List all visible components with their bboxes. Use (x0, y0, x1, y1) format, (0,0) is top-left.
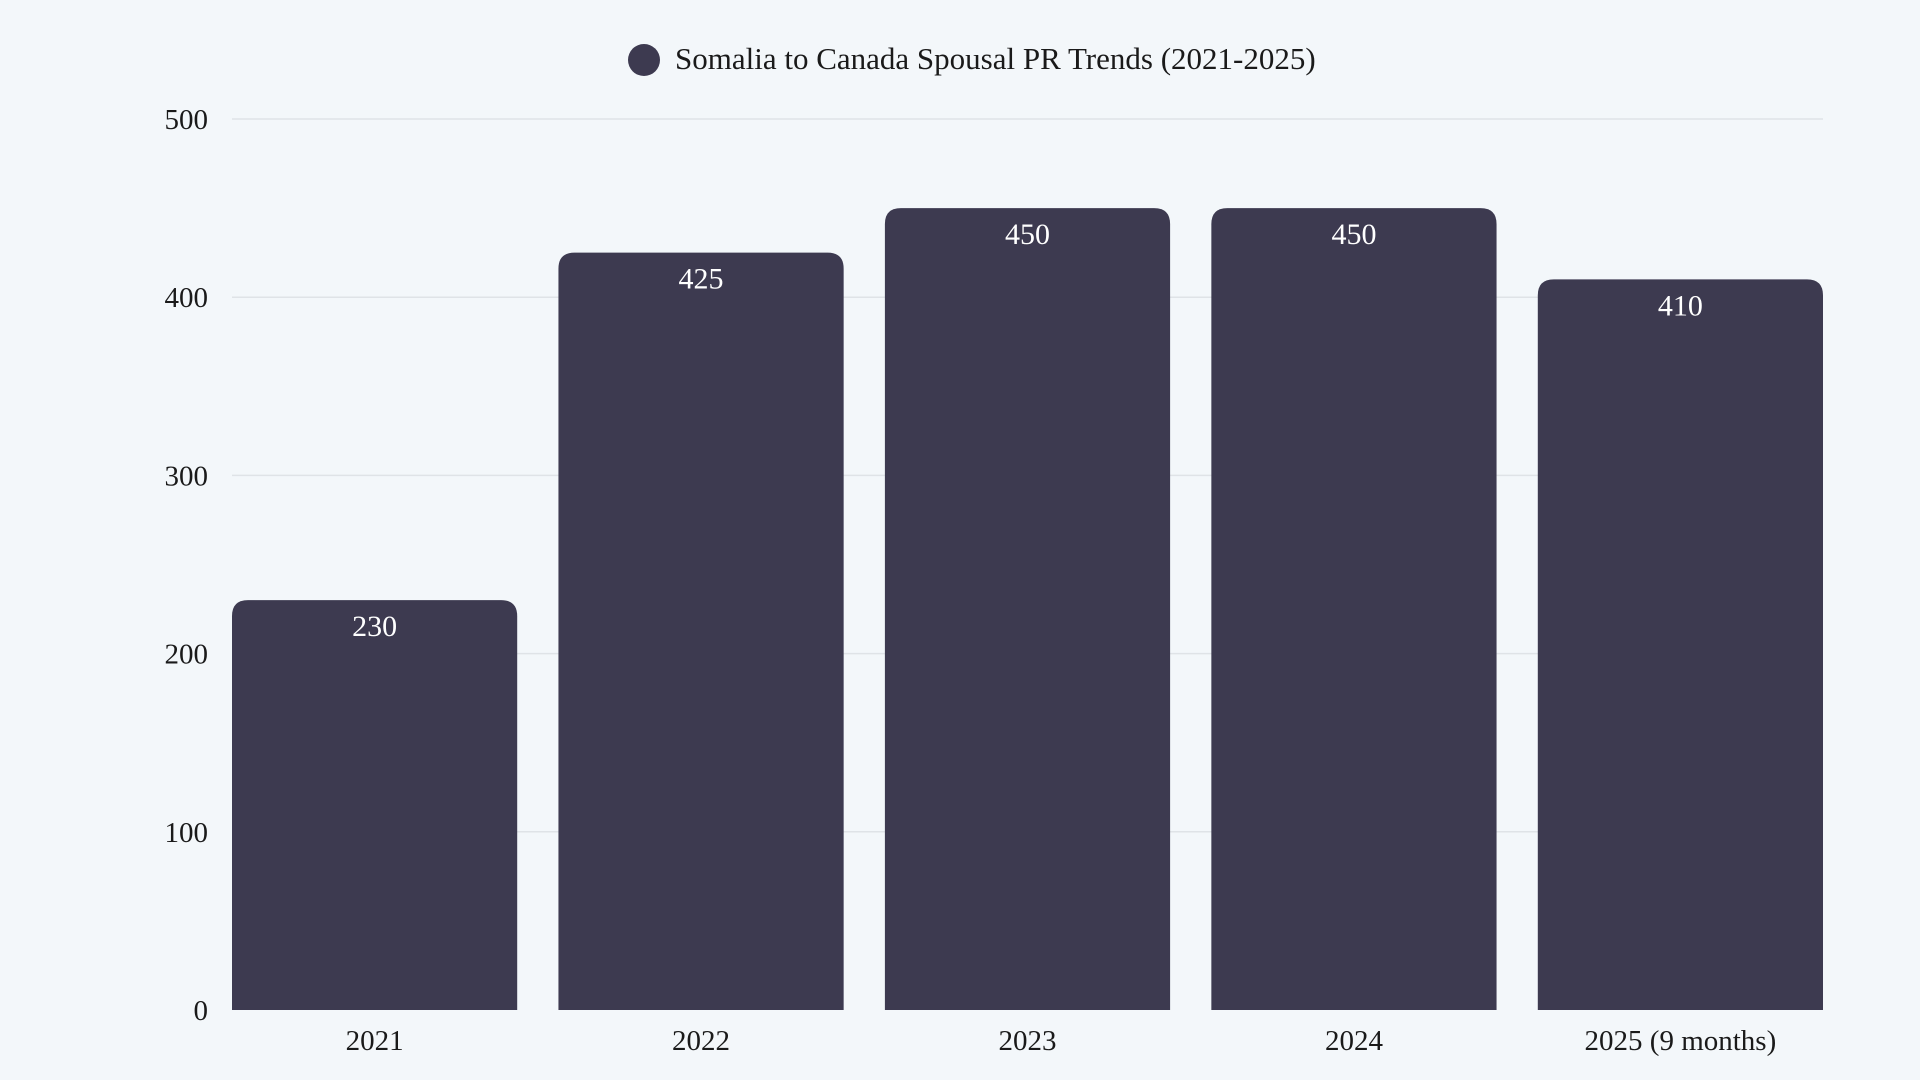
x-tick-label: 2025 (9 months) (1585, 1025, 1777, 1057)
legend-swatch-icon (628, 44, 660, 76)
bar-2023 (884, 208, 1171, 1011)
bar-2024 (1211, 208, 1497, 1011)
data-label: 450 (1005, 218, 1050, 251)
bar-2025 (9 months) (1537, 279, 1823, 1010)
y-tick-label: 0 (194, 995, 209, 1027)
x-axis-ticks: 2021 2022 2023 2024 2025 (9 months) (346, 1025, 1777, 1057)
legend-label: Somalia to Canada Spousal PR Trends (202… (675, 41, 1316, 76)
x-tick-label: 2024 (1325, 1025, 1384, 1057)
data-label: 450 (1331, 218, 1376, 251)
data-label: 425 (679, 263, 724, 296)
y-tick-label: 500 (165, 104, 209, 136)
x-tick-label: 2023 (999, 1025, 1057, 1057)
bars: 230 425 450 450 410 (232, 208, 1823, 1011)
x-tick-label: 2021 (346, 1025, 404, 1057)
y-tick-label: 100 (165, 817, 209, 849)
y-tick-label: 400 (165, 282, 209, 314)
bar-2021 (232, 600, 518, 1010)
y-tick-label: 300 (165, 460, 209, 492)
y-axis-ticks: 0 100 200 300 400 500 (165, 104, 209, 1027)
data-label: 410 (1658, 289, 1703, 322)
data-label: 230 (352, 610, 397, 643)
x-tick-label: 2022 (672, 1025, 730, 1057)
legend: Somalia to Canada Spousal PR Trends (202… (628, 41, 1316, 76)
bar-2022 (558, 252, 844, 1010)
y-tick-label: 200 (165, 639, 209, 671)
